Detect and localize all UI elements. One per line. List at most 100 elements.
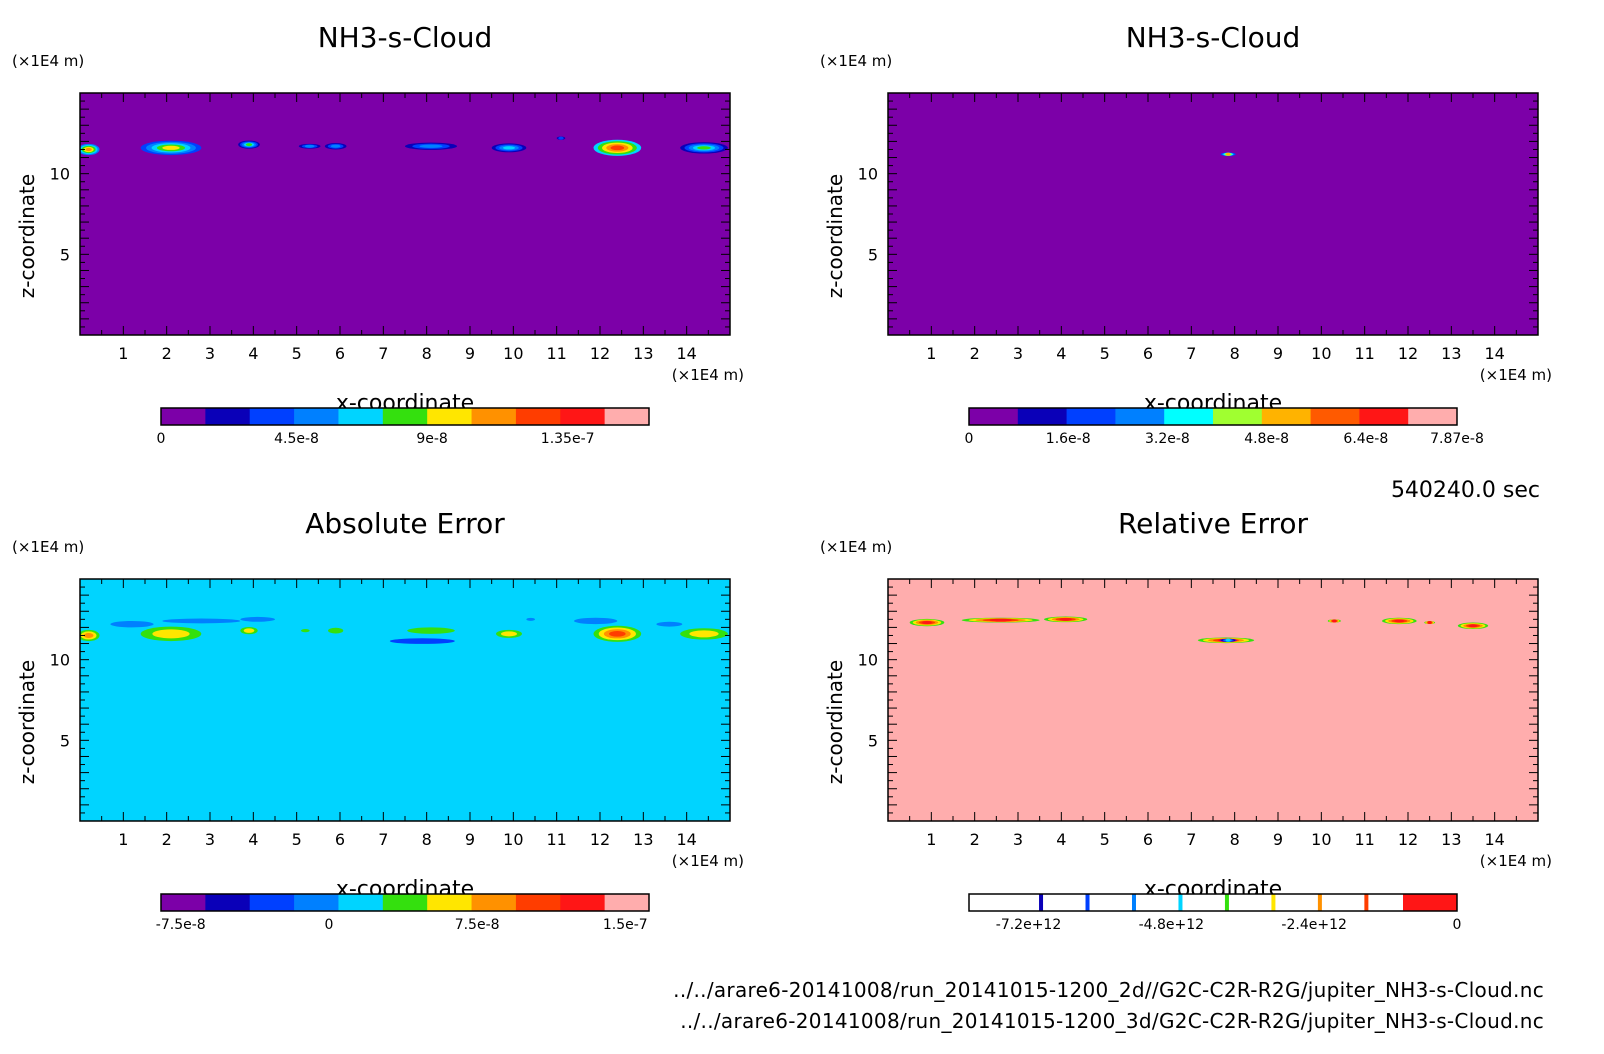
colorbar-swatch: [1359, 408, 1409, 425]
x-tick-label: 5: [1100, 830, 1110, 849]
contour-blob: [922, 621, 932, 625]
contour-blob: [110, 620, 154, 628]
x-tick-label: 7: [378, 344, 388, 363]
contour-features: [80, 616, 728, 644]
colorbar-swatch: [1213, 408, 1263, 425]
x-tick-label: 4: [248, 344, 258, 363]
colorbar-swatch: [1271, 894, 1276, 911]
x-tick-label: 5: [292, 830, 302, 849]
colorbar-swatch: [382, 408, 428, 425]
x-tick-label: 3: [1013, 344, 1023, 363]
field-background: [80, 579, 730, 821]
footer-file-paths: ../../arare6-20141008/run_20141015-1200_…: [673, 975, 1544, 1037]
colorbar-swatch: [1408, 408, 1458, 425]
x-tick-label: 10: [503, 344, 523, 363]
x-tick-label: 5: [1100, 344, 1110, 363]
x-tick-label: 6: [335, 830, 345, 849]
x-tick-label: 2: [970, 344, 980, 363]
y-axis-unit: (×1E4 m): [820, 52, 892, 70]
x-tick-label: 9: [465, 344, 475, 363]
colorbar-tick-label: -7.5e-8: [156, 917, 206, 933]
x-tick-label: 3: [205, 830, 215, 849]
x-axis-unit: (×1E4 m): [1480, 852, 1552, 870]
colorbar-swatch: [1115, 408, 1165, 425]
x-tick-label: 10: [503, 830, 523, 849]
x-tick-label: 11: [1354, 830, 1374, 849]
contour-blob: [152, 629, 190, 639]
colorbar-tick-label: 7.87e-8: [1430, 431, 1484, 447]
x-tick-label: 2: [162, 830, 172, 849]
x-tick-label: 8: [1230, 830, 1240, 849]
x-tick-label: 5: [292, 344, 302, 363]
colorbar: 0 1.6e-8 3.2e-8 4.8e-8 6.4e-8 7.87e-8: [965, 407, 1484, 447]
colorbar-swatch: [249, 894, 295, 911]
contour-blob: [407, 627, 455, 634]
contour-blob: [989, 618, 1012, 622]
field-background: [888, 93, 1538, 335]
file-path-2d: ../../arare6-20141008/run_20141015-1200_…: [673, 978, 1544, 1002]
contour-blob: [1394, 619, 1405, 623]
colorbar-swatch: [1039, 894, 1044, 911]
colorbar-swatch: [382, 894, 428, 911]
colorbar-tick-label: 6.4e-8: [1343, 431, 1388, 447]
colorbar-swatch: [1261, 408, 1312, 425]
colorbar-swatch: [969, 408, 1019, 425]
x-tick-label: 7: [378, 830, 388, 849]
colorbar-swatch: [1017, 408, 1068, 425]
x-tick-label: 13: [1441, 344, 1461, 363]
panel-4: Relative Error(×1E4 m)1 2 3 4 5 6 7 8 9 10 11 12 13 1…: [820, 507, 1552, 933]
x-tick-label: 1: [118, 344, 128, 363]
colorbar-swatch: [294, 408, 339, 425]
colorbar-swatch: [515, 894, 561, 911]
contour-blob: [304, 144, 315, 148]
field-background: [888, 579, 1538, 821]
colorbar-tick-label: 0: [324, 917, 333, 933]
x-tick-label: 13: [1441, 830, 1461, 849]
y-axis-unit: (×1E4 m): [820, 538, 892, 556]
file-path-3d: ../../arare6-20141008/run_20141015-1200_…: [680, 1009, 1544, 1033]
y-tick-label: 10: [858, 651, 878, 670]
x-tick-label: 6: [335, 344, 345, 363]
x-tick-label: 14: [1484, 344, 1504, 363]
y-tick-label: 5: [60, 245, 70, 264]
contour-blob: [330, 144, 341, 148]
x-tick-label: 6: [1143, 830, 1153, 849]
colorbar: -7.2e+12 -4.8e+12 -2.4e+12 0: [968, 893, 1461, 933]
y-axis-unit: (×1E4 m): [12, 538, 84, 556]
panel-title: Absolute Error: [305, 507, 505, 540]
colorbar-swatch: [1178, 894, 1183, 911]
contour-blob: [243, 628, 255, 633]
x-tick-label: 3: [1013, 830, 1023, 849]
colorbar-tick-label: 1.5e-7: [603, 917, 648, 933]
colorbar-tick-label: 4.8e-8: [1244, 431, 1289, 447]
contour-blob: [1225, 638, 1231, 642]
y-tick-label: 5: [60, 731, 70, 750]
x-tick-label: 6: [1143, 344, 1153, 363]
colorbar-tick-label: 4.5e-8: [274, 431, 319, 447]
contour-blob: [162, 145, 180, 150]
x-tick-label: 4: [1056, 344, 1066, 363]
colorbar-swatch: [205, 408, 251, 425]
x-tick-label: 1: [926, 344, 936, 363]
x-tick-label: 10: [1311, 344, 1331, 363]
x-axis-unit: (×1E4 m): [672, 366, 744, 384]
x-tick-label: 12: [1398, 830, 1418, 849]
x-tick-label: 9: [1273, 344, 1283, 363]
contour-blob: [85, 147, 92, 152]
contour-blob: [1468, 624, 1478, 628]
panel-title: NH3-s-Cloud: [1126, 21, 1301, 54]
colorbar-tick-label: 7.5e-8: [455, 917, 500, 933]
contour-blob: [240, 616, 275, 622]
contour-blob: [1226, 152, 1231, 156]
colorbar-swatch: [1317, 894, 1322, 911]
colorbar-swatch: [1310, 408, 1360, 425]
x-tick-label: 4: [1056, 830, 1066, 849]
contour-blob: [162, 618, 241, 624]
colorbar-tick-label: 3.2e-8: [1145, 431, 1190, 447]
contour-blob: [609, 631, 626, 637]
colorbar: 0 4.5e-8 9e-8 1.35e-7: [157, 407, 650, 447]
contour-blob: [502, 146, 516, 150]
x-tick-label: 1: [118, 830, 128, 849]
y-tick-label: 10: [50, 165, 70, 184]
panel-3: Absolute Error(×1E4 m)1 2 3 4 5 6 7 8 9 10 11 12 13 1…: [12, 507, 744, 933]
